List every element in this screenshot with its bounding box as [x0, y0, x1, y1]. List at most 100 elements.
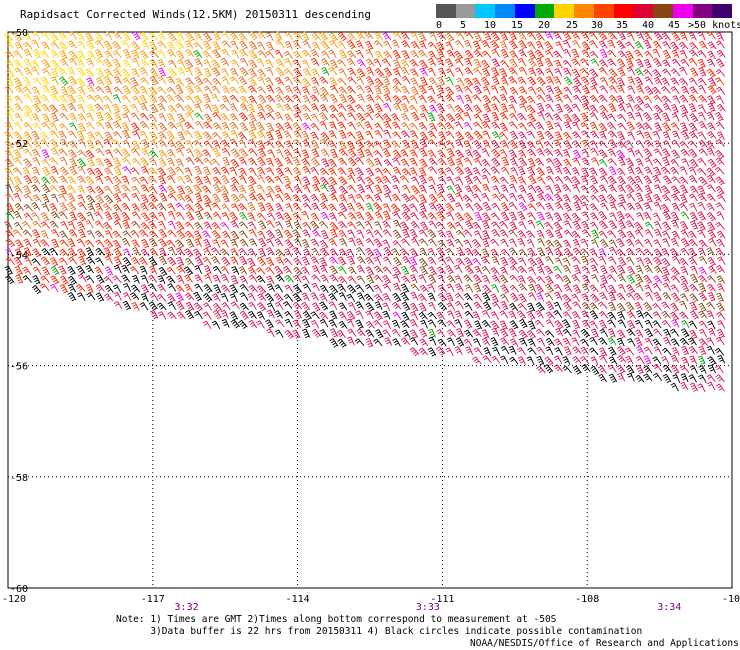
wind-barb	[599, 221, 608, 229]
wind-barb	[708, 357, 717, 366]
note-line-1: Note: 1) Times are GMT 2)Times along bot…	[116, 614, 556, 625]
wind-barb	[383, 257, 391, 265]
wind-barb	[645, 292, 653, 300]
wind-barb	[481, 77, 490, 86]
wind-barb	[428, 257, 436, 265]
wind-barb	[357, 59, 366, 66]
wind-barb	[176, 212, 184, 220]
wind-barb	[662, 231, 670, 239]
wind-barb	[482, 231, 489, 240]
wind-barb	[157, 87, 166, 94]
wind-barb	[375, 96, 384, 103]
wind-barb	[202, 186, 211, 193]
wind-barb	[590, 141, 598, 149]
wind-barb	[481, 257, 490, 264]
wind-barb	[312, 176, 320, 185]
wind-barb	[185, 112, 193, 120]
wind-barb	[203, 158, 212, 165]
wind-barb	[492, 356, 501, 363]
wind-barb	[293, 51, 302, 58]
wind-barb	[535, 158, 543, 165]
wind-barb	[203, 176, 210, 184]
wind-barb	[563, 60, 572, 67]
wind-barb	[51, 212, 60, 219]
wind-barb	[572, 168, 580, 176]
wind-barb	[357, 329, 366, 336]
wind-barb	[545, 32, 553, 40]
wind-barb	[645, 320, 653, 328]
wind-barb	[491, 213, 500, 220]
wind-barb	[699, 329, 707, 337]
wind-barb	[185, 293, 194, 300]
wind-barb	[168, 221, 175, 229]
wind-barb	[312, 283, 320, 291]
wind-barb	[599, 105, 608, 112]
wind-barb	[402, 256, 410, 264]
wind-barb	[708, 51, 716, 59]
wind-barb	[274, 176, 282, 184]
wind-barb	[653, 357, 661, 365]
wind-barb	[698, 186, 705, 195]
wind-barb	[409, 204, 417, 211]
wind-barb	[680, 95, 689, 102]
wind-barb	[607, 40, 615, 48]
wind-barb	[185, 41, 193, 49]
wind-barb	[284, 150, 292, 158]
wind-barb	[384, 41, 392, 49]
wind-barb	[609, 240, 617, 248]
wind-barb	[222, 132, 231, 139]
wind-barb	[707, 375, 716, 382]
wind-barb	[347, 337, 354, 345]
wind-barb	[482, 51, 491, 58]
wind-barb	[483, 202, 491, 211]
wind-barb	[537, 212, 545, 221]
wind-barb	[636, 86, 644, 94]
wind-barb	[365, 257, 374, 264]
wind-barb	[402, 212, 411, 221]
wind-barb	[402, 194, 411, 202]
wind-barb	[427, 96, 435, 103]
wind-barb	[698, 95, 707, 102]
wind-barb	[248, 267, 256, 275]
wind-barb	[598, 374, 606, 382]
wind-barb	[644, 258, 652, 266]
wind-barb	[42, 60, 50, 69]
wind-barb	[519, 203, 528, 211]
wind-barb	[707, 175, 715, 183]
wind-barb	[438, 339, 446, 346]
wind-barb	[671, 69, 680, 76]
wind-barb	[366, 338, 373, 347]
wind-barb	[41, 257, 50, 265]
wind-barb	[545, 293, 553, 300]
wind-barb	[50, 130, 58, 138]
wind-barb	[717, 276, 725, 284]
wind-barb	[51, 42, 60, 49]
wind-barb	[393, 283, 401, 291]
wind-barb	[572, 184, 580, 192]
wind-barb	[410, 229, 418, 238]
wind-barb	[168, 230, 177, 237]
wind-barb	[239, 175, 247, 183]
lat-label: -56	[10, 362, 28, 373]
wind-barb	[609, 202, 616, 210]
wind-barb	[158, 132, 166, 140]
wind-barb	[518, 266, 527, 273]
wind-barb	[716, 87, 724, 95]
wind-barb	[482, 275, 490, 283]
wind-barb	[465, 203, 473, 211]
wind-barb	[59, 258, 68, 265]
wind-barb	[625, 356, 633, 364]
wind-barb	[32, 185, 40, 192]
wind-barb	[303, 41, 311, 49]
lat-label: -58	[10, 473, 28, 484]
wind-barb	[608, 312, 616, 320]
wind-barb	[104, 168, 113, 175]
wind-barb	[582, 140, 590, 148]
wind-barb	[509, 212, 516, 221]
wind-barb	[653, 159, 662, 166]
wind-barb	[95, 41, 104, 48]
wind-barb	[464, 339, 472, 346]
wind-barb	[491, 284, 499, 292]
wind-barb	[167, 294, 175, 303]
wind-barb	[464, 78, 473, 87]
